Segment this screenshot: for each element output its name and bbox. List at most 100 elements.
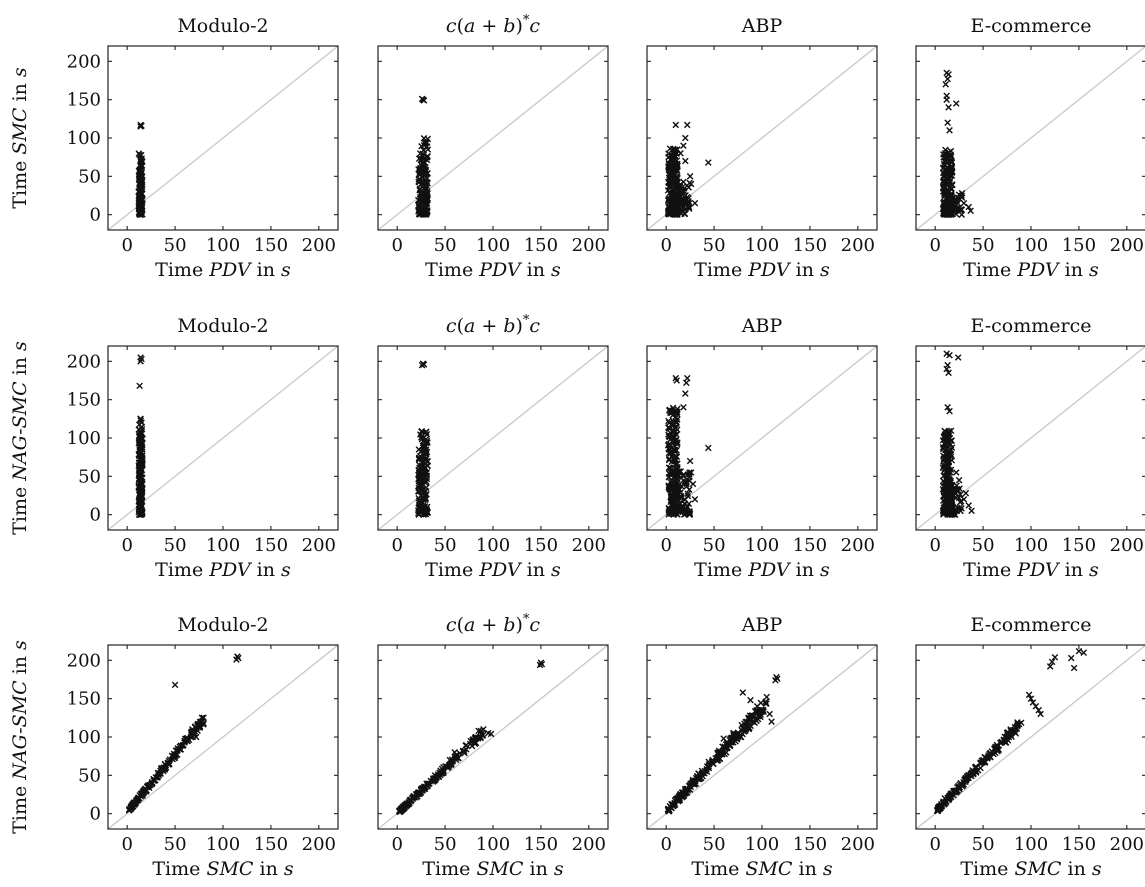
data-point	[944, 119, 951, 126]
data-point	[665, 456, 673, 464]
data-point	[965, 502, 973, 509]
data-point	[538, 660, 546, 668]
data-point	[675, 186, 682, 194]
data-point	[942, 81, 950, 88]
data-point	[665, 431, 672, 438]
data-point	[137, 195, 144, 203]
data-point	[422, 439, 430, 447]
y-tick-label: 200	[67, 351, 101, 372]
data-point	[480, 726, 487, 733]
data-point	[1070, 664, 1078, 672]
data-point	[677, 150, 684, 157]
data-point	[943, 466, 951, 474]
x-tick-label: 200	[572, 235, 606, 256]
data-point	[138, 790, 145, 797]
data-point	[487, 730, 495, 738]
data-point	[418, 95, 426, 103]
x-tick-label: 100	[476, 834, 510, 855]
data-point	[423, 182, 431, 190]
data-point	[946, 407, 953, 415]
data-point	[955, 784, 963, 792]
data-point	[772, 676, 779, 684]
data-point	[947, 506, 954, 514]
data-point	[136, 483, 144, 491]
data-point	[420, 361, 428, 368]
x-axis-label-suffix: in	[251, 259, 281, 281]
data-point	[1046, 663, 1054, 670]
data-point	[946, 351, 953, 359]
data-point	[166, 760, 173, 768]
data-point	[681, 478, 688, 485]
x-tick-label: 200	[1110, 535, 1144, 556]
data-point	[947, 427, 955, 435]
panel-r0-c2: 0 50 100 150 200 ABP Time PDV in s	[646, 15, 878, 281]
data-point	[954, 204, 961, 212]
data-point	[675, 188, 682, 196]
data-point	[747, 696, 754, 704]
data-point	[137, 417, 145, 424]
data-point	[680, 142, 687, 149]
data-point	[967, 207, 974, 215]
data-point	[674, 485, 681, 493]
data-point	[448, 760, 455, 768]
data-point	[415, 454, 423, 462]
panel-title: E-commerce	[971, 315, 1092, 337]
data-point	[421, 165, 428, 172]
data-point	[763, 700, 770, 707]
data-point	[137, 156, 144, 163]
x-tick-label: 100	[206, 834, 240, 855]
data-point	[744, 722, 751, 729]
data-point	[949, 181, 956, 189]
data-point	[672, 473, 680, 481]
data-point	[963, 774, 971, 782]
y-axis-label: Time NAG-SMC in s	[9, 341, 31, 535]
data-point	[980, 756, 987, 764]
data-point	[414, 487, 422, 495]
data-point	[673, 416, 681, 423]
x-axis-label-unit: s	[281, 259, 291, 281]
data-point	[680, 178, 687, 186]
panel-title: c(a + b)*c	[446, 313, 541, 337]
x-axis-label-prefix: Time	[422, 858, 476, 880]
panel-title: Modulo-2	[177, 315, 268, 337]
data-point	[962, 489, 970, 497]
x-tick-label: 150	[254, 235, 288, 256]
data-point	[766, 710, 773, 718]
data-point	[960, 199, 968, 207]
x-axis-label-metric: SMC	[1014, 858, 1061, 880]
x-axis-label-unit: s	[1089, 559, 1099, 581]
x-tick-label: 100	[476, 535, 510, 556]
y-tick-label: 50	[78, 466, 101, 487]
data-point	[135, 496, 143, 503]
data-point	[685, 194, 692, 202]
y-tick-label: 150	[67, 390, 101, 411]
x-tick-label: 100	[1014, 235, 1048, 256]
y-tick-label: 0	[90, 804, 101, 825]
y-axis-label-suffix: in	[9, 351, 31, 381]
data-point	[683, 121, 691, 129]
y-tick-label: 150	[67, 689, 101, 710]
data-point	[1037, 710, 1044, 718]
diagonal-reference-line	[108, 346, 338, 530]
data-point	[685, 200, 692, 208]
data-point	[972, 763, 979, 771]
x-axis-label: Time PDV in s	[963, 259, 1099, 281]
data-point	[945, 450, 953, 458]
data-point	[1014, 719, 1021, 726]
x-tick-label: 150	[793, 235, 827, 256]
x-tick-label: 100	[745, 235, 779, 256]
x-axis-label-suffix: in	[253, 858, 283, 880]
data-point	[179, 742, 186, 750]
panel-title: ABP	[741, 315, 783, 337]
data-point	[943, 365, 950, 373]
data-point	[137, 511, 145, 518]
data-point	[181, 737, 188, 745]
data-point	[137, 188, 144, 196]
x-tick-label: 0	[929, 834, 940, 855]
data-point	[421, 510, 428, 517]
panel-r0-c3: 0 50 100 150 200 E-commerce Time PDV in s	[915, 15, 1145, 281]
diagonal-reference-line	[916, 645, 1145, 829]
data-point	[406, 797, 414, 804]
data-point	[681, 500, 688, 507]
x-tick-label: 50	[972, 535, 995, 556]
